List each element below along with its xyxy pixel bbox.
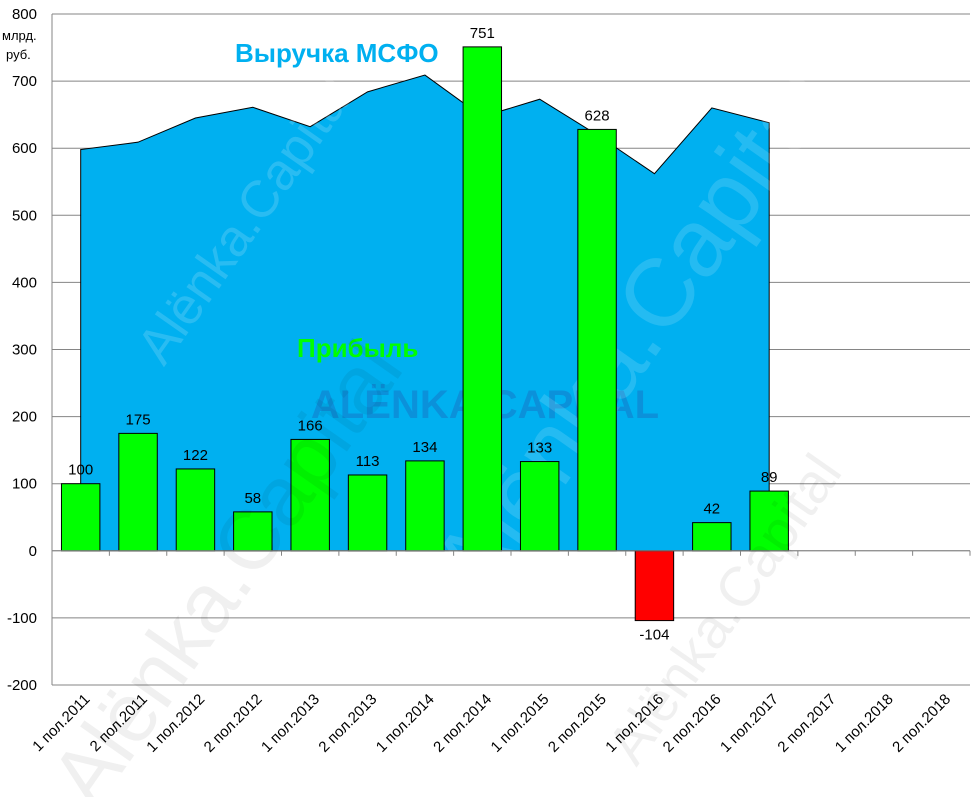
y-tick-labels: 800 700 600 500 400 300 200 100 0 -100 -200 — [7, 6, 37, 694]
y-tick-label: 700 — [12, 73, 37, 90]
y-tick-label: -200 — [7, 677, 37, 694]
data-labels: 100 175 122 58 166 113 134 751 133 628 -104 42 89 — [68, 25, 777, 644]
x-tick-label: 1 пол.2017 — [717, 691, 782, 756]
y-tick-label: 500 — [12, 207, 37, 224]
profit-bar — [634, 550, 675, 622]
x-tick-label: 1 пол.2015 — [488, 691, 553, 756]
y-tick-label: -100 — [7, 610, 37, 627]
x-tick-label: 1 пол.2018 — [832, 691, 897, 756]
profit-bar — [60, 483, 101, 552]
profit-bar — [577, 128, 617, 552]
x-tick-label: 2 пол.2014 — [430, 691, 495, 756]
y-unit-label-line2: руб. — [6, 47, 31, 62]
data-label: 166 — [298, 417, 323, 434]
profit-bar — [692, 522, 732, 552]
revenue-series-label: Выручка МСФО — [235, 38, 439, 68]
x-tick-label: 1 пол.2014 — [373, 691, 438, 756]
profit-bar — [175, 468, 216, 552]
profit-series-label: Прибыль — [297, 333, 418, 363]
data-label: 133 — [527, 440, 552, 457]
data-label: 122 — [183, 447, 208, 464]
profit-bar — [405, 460, 445, 552]
data-label: 134 — [412, 439, 437, 456]
x-tick-label: 1 пол.2013 — [258, 691, 323, 756]
y-tick-label: 800 — [12, 6, 37, 23]
y-tick-label: 300 — [12, 342, 37, 359]
y-tick-label: 200 — [12, 409, 37, 426]
data-label: 628 — [585, 107, 610, 124]
data-label: 175 — [126, 411, 151, 428]
y-unit-label-line1: млрд. — [2, 28, 37, 43]
data-label: 42 — [703, 501, 720, 518]
x-tick-label: 2 пол.2017 — [774, 691, 839, 756]
x-tick-label: 2 пол.2018 — [889, 691, 954, 756]
profit-bar — [290, 438, 330, 552]
profit-bar — [519, 461, 560, 552]
x-tick-label: 2 пол.2012 — [201, 691, 266, 756]
data-label: 751 — [470, 25, 495, 42]
profit-bar — [749, 490, 789, 552]
data-label: 58 — [244, 490, 261, 507]
profit-bar — [347, 474, 388, 552]
data-label: 89 — [761, 469, 778, 486]
x-tick-label: 2 пол.2013 — [315, 691, 380, 756]
axes — [51, 14, 971, 685]
y-tick-label: 400 — [12, 274, 37, 291]
data-label: 100 — [68, 462, 93, 479]
profit-bars-layer — [60, 46, 789, 622]
y-tick-label: 100 — [12, 476, 37, 493]
y-tick-label: 0 — [29, 543, 37, 560]
data-label: 113 — [356, 453, 380, 470]
profit-bar — [462, 46, 503, 552]
profit-bar — [233, 511, 273, 552]
profit-bar — [118, 432, 158, 552]
x-tick-label: 2 пол.2015 — [545, 691, 610, 756]
y-tick-label: 600 — [12, 140, 37, 157]
data-label: -104 — [639, 627, 669, 644]
